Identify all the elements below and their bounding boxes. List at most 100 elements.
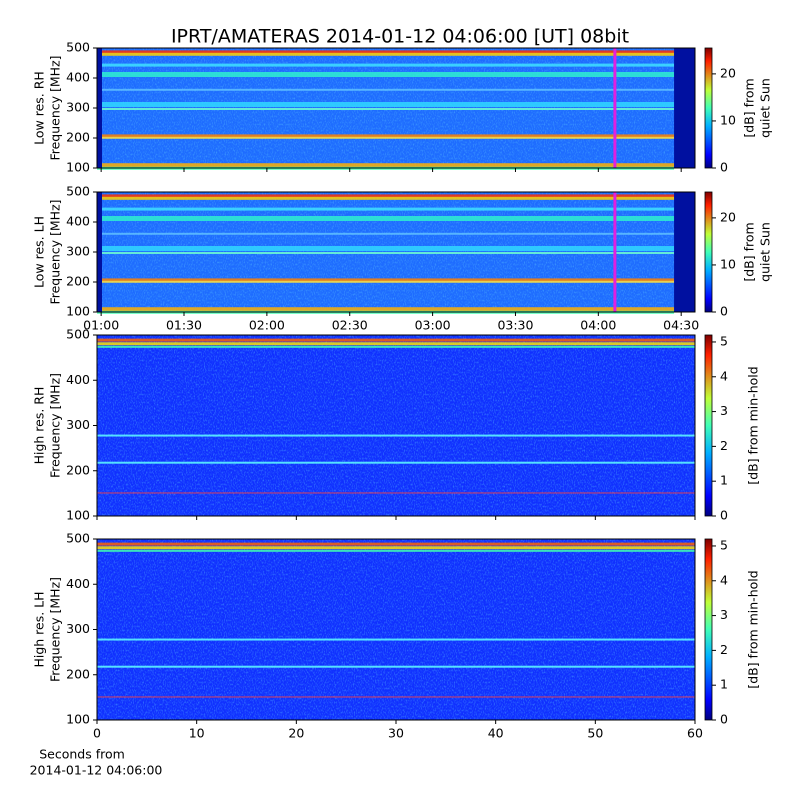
x-axis-label: Seconds from	[39, 747, 125, 762]
spectrogram-band	[97, 134, 675, 138]
colorbar-tick-label: 0	[720, 160, 728, 175]
x-tick-label: 04:00	[580, 318, 616, 333]
spectrogram-band	[97, 163, 675, 168]
y-tick-label: 200	[66, 274, 90, 289]
y-axis-label: Frequency [MHz]	[48, 199, 63, 304]
x-tick-label: 03:00	[415, 318, 451, 333]
y-axis-label: High res. RH	[32, 387, 47, 465]
x-tick-label: 60	[687, 726, 703, 741]
spectrogram-band	[97, 102, 675, 107]
spectrogram-band	[97, 434, 695, 437]
y-tick-label: 300	[66, 100, 90, 115]
x-tick-label: 50	[587, 726, 603, 741]
spectrogram-band	[97, 278, 675, 282]
y-tick-label: 200	[66, 666, 90, 681]
y-tick-label: 400	[66, 372, 90, 387]
colorbar-tick-label: 3	[720, 403, 728, 418]
y-tick-label: 200	[66, 462, 90, 477]
y-axis-label: Frequency [MHz]	[48, 577, 63, 682]
y-tick-label: 100	[66, 160, 90, 175]
x-tick-label: 10	[189, 726, 205, 741]
spectrogram-band	[97, 665, 695, 668]
spectrogram-band	[97, 246, 675, 251]
y-tick-label: 300	[66, 621, 90, 636]
colorbar-tick-label: 10	[720, 112, 736, 127]
y-tick-label: 100	[66, 508, 90, 523]
spectrogram-band	[97, 252, 675, 254]
spectrogram-band	[97, 549, 695, 552]
colorbar-tick-label: 2	[720, 438, 728, 453]
x-tick-label: 0	[93, 726, 101, 741]
spectrogram-noise	[97, 539, 695, 720]
spectrogram-band	[97, 194, 675, 198]
y-axis-label: Frequency [MHz]	[48, 373, 63, 478]
spectrogram-gap	[97, 192, 102, 312]
colorbar-tick-label: 1	[720, 473, 728, 488]
spectrogram-band	[97, 52, 675, 56]
colorbar-tick-label: 10	[720, 256, 736, 271]
y-tick-label: 300	[66, 417, 90, 432]
colorbar	[704, 538, 713, 721]
y-tick-label: 300	[66, 244, 90, 259]
spectrogram-band	[97, 492, 695, 494]
colorbar-tick-label: 20	[720, 209, 736, 224]
y-axis-label: Low res. RH	[32, 71, 47, 145]
y-axis-label: Low res. LH	[32, 216, 47, 288]
y-tick-label: 500	[66, 40, 90, 55]
figure-title: IPRT/AMATERAS 2014-01-12 04:06:00 [UT] 0…	[171, 26, 629, 48]
spectrogram-band	[97, 63, 675, 67]
x-tick-label: 04:30	[663, 318, 699, 333]
colorbar-label: [dB] from min-hold	[746, 570, 761, 688]
colorbar-label: quiet Sun	[758, 78, 773, 138]
spectrogram-noise	[97, 335, 695, 516]
spectrogram-band	[97, 338, 695, 342]
colorbar-tick-label: 3	[720, 607, 728, 622]
spectrogram-band	[97, 461, 695, 464]
colorbar-label: [dB] from min-hold	[746, 366, 761, 484]
panel: 100 200 300 400 500 High res. RH Frequency [MH…	[32, 327, 761, 523]
colorbar-tick-label: 0	[720, 712, 728, 727]
colorbar-tick-label: 0	[720, 304, 728, 319]
x-tick-label: 01:00	[83, 318, 119, 333]
spectrogram-band	[97, 136, 675, 139]
colorbar-tick-label: 4	[720, 572, 728, 587]
x-tick-label: 03:30	[497, 318, 533, 333]
spectrogram-band	[97, 88, 675, 91]
colorbar-tick-label: 2	[720, 642, 728, 657]
spectrogram-band	[97, 50, 675, 54]
colorbar	[704, 334, 713, 517]
spectrogram-band	[97, 108, 675, 110]
spectrogram-band	[97, 696, 695, 698]
y-tick-label: 200	[66, 130, 90, 145]
spectrogram-gap	[97, 48, 102, 168]
y-tick-label: 400	[66, 70, 90, 85]
x-tick-label: 30	[388, 726, 404, 741]
y-axis-label: Frequency [MHz]	[48, 55, 63, 160]
colorbar-tick-label: 20	[720, 65, 736, 80]
colorbar-tick-label: 0	[720, 508, 728, 523]
spectrogram-gap	[674, 192, 695, 312]
colorbar-label: [dB] from	[742, 222, 757, 281]
y-axis-label: High res. LH	[32, 591, 47, 667]
y-tick-label: 400	[66, 214, 90, 229]
x-tick-label: 01:30	[166, 318, 202, 333]
y-tick-label: 500	[66, 184, 90, 199]
x-axis-label: 2014-01-12 04:06:00	[30, 763, 163, 778]
colorbar-label: [dB] from	[742, 78, 757, 137]
spectrogram-band	[97, 638, 695, 641]
y-tick-label: 500	[66, 531, 90, 546]
x-tick-label: 02:30	[332, 318, 368, 333]
spectrogram-band	[97, 280, 675, 283]
x-tick-label: 02:00	[249, 318, 285, 333]
spectrogram-band	[97, 307, 675, 312]
colorbar-tick-label: 1	[720, 677, 728, 692]
x-tick-label: 40	[488, 726, 504, 741]
y-tick-label: 100	[66, 304, 90, 319]
x-tick-label: 20	[288, 726, 304, 741]
spectrogram-band	[97, 546, 695, 550]
colorbar-tick-label: 5	[720, 537, 728, 552]
